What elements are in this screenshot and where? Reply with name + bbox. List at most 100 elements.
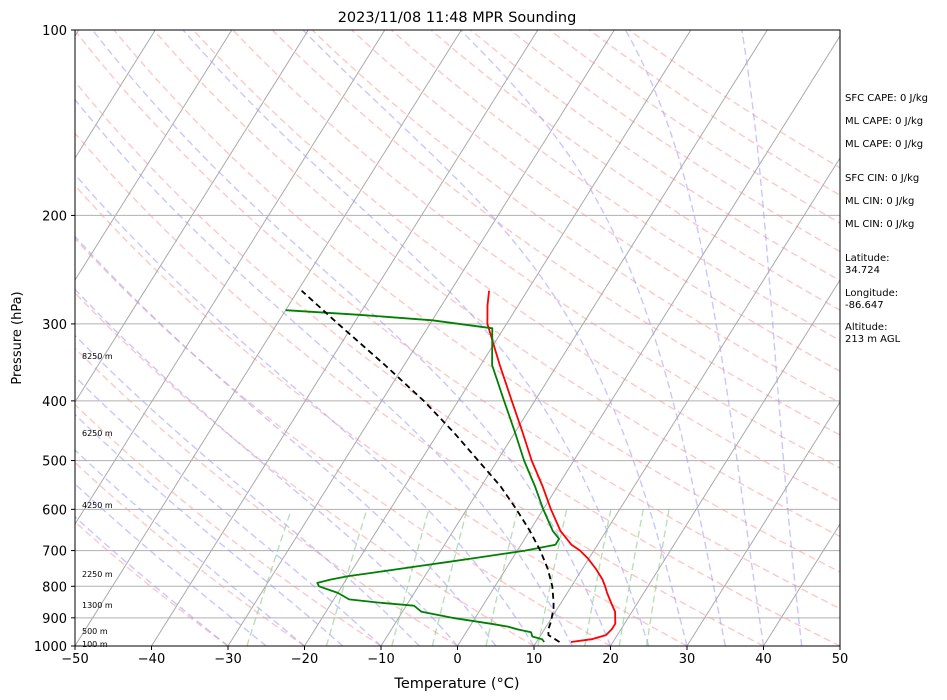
height-labels: 8250 m 6250 m 4250 m 2250 m 1300 m 500 m 100 m <box>82 352 113 649</box>
x-axis-label: Temperature (°C) <box>393 676 519 692</box>
temperature-line <box>486 290 617 643</box>
isotherm-line <box>75 30 462 646</box>
moist-adiabat <box>75 98 573 646</box>
ml-cin-text: ML CIN: 0 J/kg <box>845 196 915 207</box>
moist-adiabat <box>75 375 382 646</box>
y-tick-label: 200 <box>42 209 67 224</box>
y-tick-label: 700 <box>42 545 67 560</box>
ml-cape-text: ML CAPE: 0 J/kg <box>845 116 924 127</box>
y-axis-ticks: 100 200 300 400 500 600 700 800 900 1000 <box>34 24 75 655</box>
moist-adiabat <box>624 30 765 646</box>
dry-adiabat <box>192 30 840 503</box>
x-tick-label: 40 <box>755 652 772 667</box>
y-tick-label: 900 <box>42 612 67 627</box>
y-tick-label: 300 <box>42 318 67 333</box>
dry-adiabat <box>153 30 840 538</box>
isotherm-line <box>75 30 309 403</box>
y-tick-label: 600 <box>42 503 67 518</box>
mixing-ratio-line <box>485 509 519 646</box>
mixing-ratio-line <box>246 509 292 646</box>
sfc-cin-text: SFC CIN: 0 J/kg <box>845 173 920 184</box>
dry-adiabat <box>75 30 840 610</box>
altitude-text: Altitude: 213 m AGL <box>845 322 901 345</box>
y-tick-label: 400 <box>42 395 67 410</box>
moist-adiabat <box>75 235 497 646</box>
ml-cape-text-2: ML CAPE: 0 J/kg <box>845 139 924 150</box>
height-label: 6250 m <box>82 429 113 438</box>
isotherm-line <box>0 30 2 646</box>
dry-adiabat <box>351 30 840 373</box>
isotherm-line <box>457 35 840 646</box>
dry-adiabat <box>113 30 840 573</box>
mixing-ratio-line <box>431 509 468 646</box>
dry-adiabat <box>75 521 229 646</box>
height-label: 500 m <box>82 627 108 636</box>
dry-adiabat <box>75 80 840 646</box>
y-tick-label: 500 <box>42 455 67 470</box>
moist-adiabat <box>741 30 803 646</box>
moist-adiabat <box>75 515 229 646</box>
dry-adiabat <box>271 30 840 436</box>
x-tick-label: 50 <box>832 652 849 667</box>
dry-adiabat <box>75 461 305 646</box>
x-tick-label: 10 <box>526 652 543 667</box>
isotherm-line <box>533 157 840 646</box>
isotherm-line <box>75 30 233 282</box>
mixing-ratio-line <box>325 509 368 646</box>
moist-adiabat <box>92 30 612 646</box>
ml-cin-text-2: ML CIN: 0 J/kg <box>845 219 915 230</box>
isotherm-line <box>75 30 156 160</box>
dry-adiabat <box>75 291 535 646</box>
x-tick-label: −20 <box>291 652 318 667</box>
dry-adiabat <box>390 30 840 342</box>
sfc-cape-text: SFC CAPE: 0 J/kg <box>845 93 928 104</box>
isotherm-line <box>763 523 840 646</box>
longitude-text: Longitude: -86.647 <box>845 288 899 311</box>
height-label: 1300 m <box>82 601 113 610</box>
dry-adiabat <box>75 132 764 646</box>
y-axis-label: Pressure (hPa) <box>10 291 25 384</box>
parcel-path-line <box>300 290 560 643</box>
x-tick-label: 20 <box>602 652 619 667</box>
dry-adiabat <box>75 237 611 646</box>
isotherm-line <box>227 30 615 646</box>
height-label: 2250 m <box>82 570 113 579</box>
mixing-ratio-line <box>618 509 644 646</box>
dry-adiabat <box>430 30 840 311</box>
moist-adiabat <box>75 482 267 646</box>
y-tick-label: 800 <box>42 580 67 595</box>
height-label: 100 m <box>82 640 108 649</box>
moist-adiabat <box>182 30 650 646</box>
mixing-ratio-line <box>645 509 670 646</box>
moist-adiabat <box>75 173 535 646</box>
isotherm-line <box>380 30 768 646</box>
isotherm-line <box>151 30 539 646</box>
mixing-ratio-line <box>584 509 612 646</box>
dry-adiabat <box>75 184 688 646</box>
dry-adiabat <box>470 30 840 282</box>
moist-adiabat <box>302 30 688 646</box>
latitude-text: Latitude: 34.724 <box>845 253 890 276</box>
moist-adiabat <box>460 30 726 646</box>
isotherm-line <box>686 401 840 646</box>
height-label: 4250 m <box>82 501 113 510</box>
moist-adiabat <box>75 288 459 646</box>
dewpoint-line <box>285 309 560 643</box>
mixing-ratio-line <box>391 509 430 646</box>
moist-adiabat <box>75 449 305 646</box>
x-tick-label: 30 <box>679 652 696 667</box>
dry-adiabat <box>75 403 382 646</box>
chart-title: 2023/11/08 11:48 MPR Sounding <box>338 10 577 26</box>
sounding-series <box>285 290 617 643</box>
x-tick-label: 0 <box>453 652 461 667</box>
x-tick-label: −50 <box>61 652 88 667</box>
dry-adiabat <box>311 30 840 404</box>
isotherm-line <box>75 30 386 525</box>
x-axis-ticks: −50 −40 −30 −20 −10 0 10 20 30 40 50 <box>61 646 848 667</box>
y-tick-label: 1000 <box>34 640 67 655</box>
x-tick-label: −40 <box>138 652 165 667</box>
height-label: 8250 m <box>82 352 113 361</box>
mixing-ratio-line <box>537 509 568 646</box>
dry-adiabat <box>232 30 840 469</box>
